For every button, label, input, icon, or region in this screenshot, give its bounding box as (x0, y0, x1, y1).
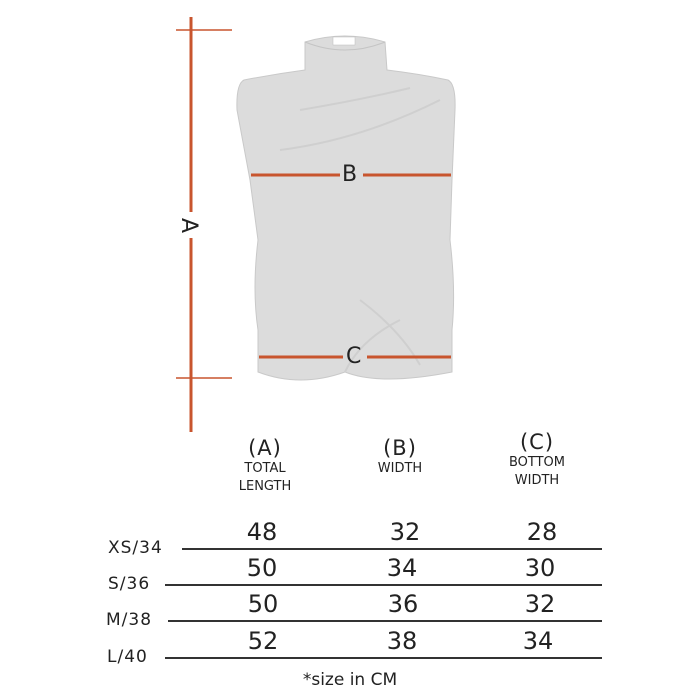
value-b: 32 (389, 518, 421, 546)
row-divider (165, 584, 602, 586)
value-c: 32 (524, 590, 556, 618)
column-letter: (A) (248, 436, 282, 460)
value-b: 36 (387, 590, 419, 618)
column-letter: (C) (519, 430, 555, 454)
column-name: TOTAL (244, 461, 286, 476)
size-label: XS/34 (108, 538, 163, 558)
value-b: 34 (386, 554, 418, 582)
column-name: LENGTH (238, 479, 292, 494)
row-divider (182, 548, 602, 550)
value-a: 50 (246, 554, 278, 582)
value-a: 48 (246, 518, 278, 546)
column-name: BOTTOM (508, 455, 566, 470)
size-label: M/38 (106, 610, 153, 630)
measure-c-label: C (346, 344, 362, 369)
column-letter: (B) (383, 436, 417, 460)
size-label: S/36 (108, 574, 151, 594)
column-header-b: (B) WIDTH (330, 436, 470, 478)
value-a: 52 (247, 627, 279, 655)
footnote: *size in CM (302, 670, 398, 690)
value-c: 34 (522, 627, 554, 655)
value-b: 38 (386, 627, 418, 655)
column-name: WIDTH (377, 461, 423, 476)
column-header-c: (C) BOTTOM WIDTH (467, 430, 607, 490)
neck-label (332, 36, 356, 46)
value-a: 50 (247, 590, 279, 618)
garment-top-illustration (236, 35, 456, 381)
measure-b-label: B (342, 162, 358, 187)
garment-diagram (176, 17, 456, 432)
row-divider (168, 620, 602, 622)
column-name: WIDTH (514, 473, 560, 488)
value-c: 28 (526, 518, 558, 546)
value-c: 30 (524, 554, 556, 582)
size-label: L/40 (107, 647, 148, 667)
measure-a-label: A (176, 217, 202, 234)
column-header-a: (A) TOTAL LENGTH (195, 436, 335, 496)
row-divider (165, 657, 602, 659)
